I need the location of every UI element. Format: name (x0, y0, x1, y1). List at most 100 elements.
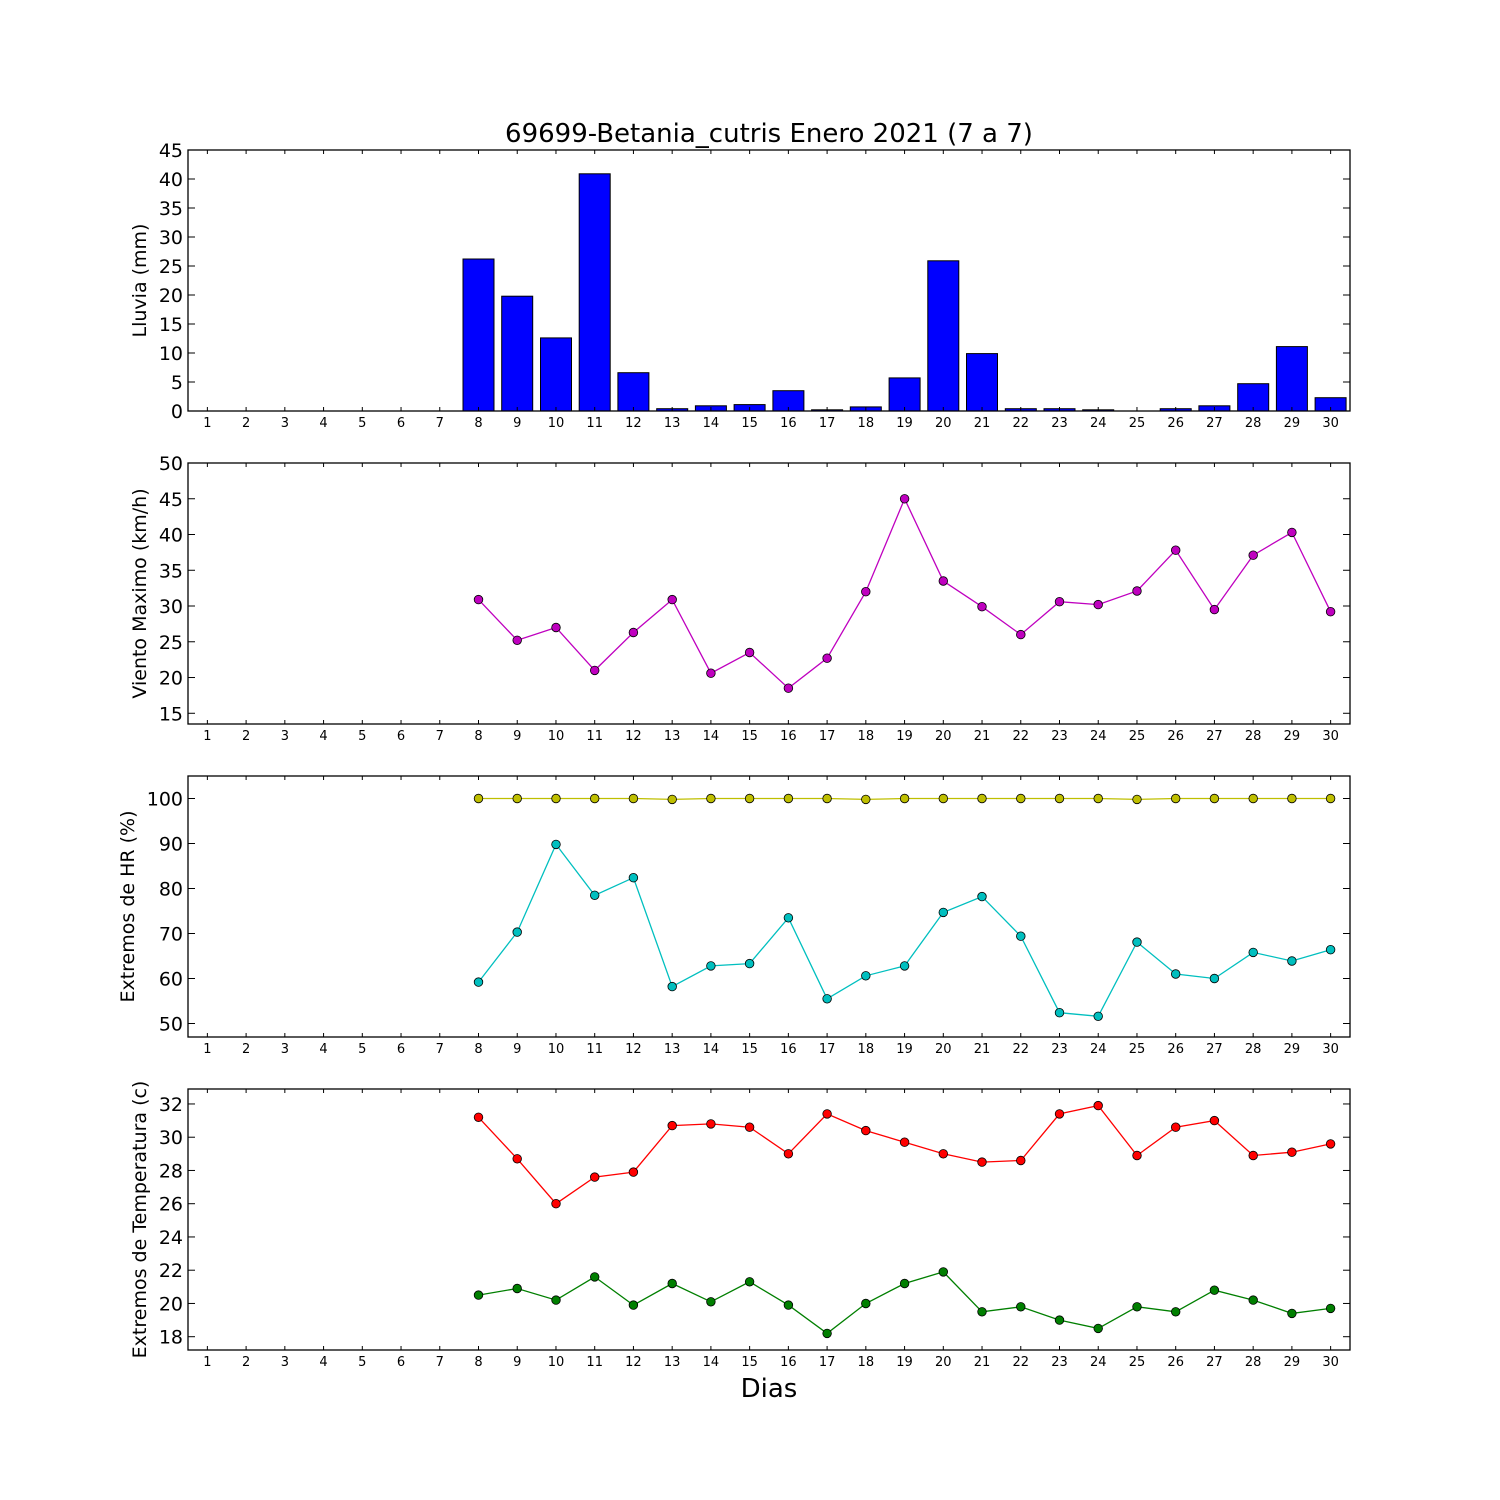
point-s1-day-10 (551, 622, 561, 633)
point-s1-day-17 (822, 653, 832, 663)
x-tick-label: 25 (1129, 729, 1146, 744)
plot-frame (187, 775, 1351, 1038)
x-tick-label: 8 (474, 416, 482, 431)
y-axis-label: Lluvia (mm) (129, 224, 151, 338)
x-tick-label: 15 (741, 729, 758, 744)
y-tick-label: 0 (171, 401, 183, 423)
x-tick-label: 1 (203, 729, 211, 744)
x-tick-label: 11 (586, 416, 603, 431)
point-s1-day-18 (861, 1125, 871, 1136)
x-tick-label: 27 (1206, 1355, 1223, 1370)
bar-day-11 (578, 173, 611, 412)
point-s2-day-13 (667, 981, 677, 992)
x-tick-label: 16 (780, 1355, 797, 1370)
point-s2-day-11 (590, 1272, 600, 1282)
point-s2-day-15 (744, 1277, 755, 1287)
bar-day-28 (1237, 383, 1270, 412)
point-s1-day-21 (977, 793, 987, 804)
x-tick-label: 29 (1284, 416, 1301, 431)
y-tick-label: 45 (159, 489, 183, 511)
point-s1-day-29 (1287, 527, 1297, 538)
x-tick-label: 9 (513, 1042, 521, 1057)
y-tick-label: 90 (159, 834, 183, 856)
point-s2-day-25 (1132, 937, 1142, 947)
x-tick-label: 10 (548, 1042, 565, 1057)
y-tick-label: 10 (159, 343, 183, 365)
point-s1-day-26 (1170, 793, 1181, 804)
x-tick-label: 21 (974, 1042, 991, 1057)
x-tick-label: 7 (436, 1355, 444, 1370)
x-tick-label: 30 (1322, 729, 1339, 744)
y-tick-label: 30 (159, 1127, 183, 1149)
x-tick-label: 28 (1245, 1355, 1262, 1370)
x-tick-label: 18 (858, 1042, 875, 1057)
point-s2-day-17 (822, 994, 832, 1004)
point-s1-day-28 (1248, 550, 1258, 560)
point-s2-day-19 (899, 961, 910, 971)
point-s2-day-22 (1016, 1302, 1026, 1312)
y-tick-label: 50 (159, 453, 183, 475)
panel-2: 1 2 3 4 5 6 7 8 9 10 11 12 13 14 15 16 17 18 19 20 21 22 23 24 2… (129, 453, 1351, 744)
point-s1-day-25 (1132, 794, 1142, 805)
x-tick-label: 30 (1322, 416, 1339, 431)
point-s2-day-20 (938, 907, 949, 918)
x-tick-label: 22 (1012, 416, 1029, 431)
x-tick-label: 6 (397, 729, 405, 744)
point-s2-day-30 (1325, 945, 1336, 955)
point-s2-day-21 (977, 1307, 987, 1317)
point-s1-day-19 (899, 793, 910, 804)
point-s1-day-11 (590, 665, 600, 676)
point-s1-day-13 (667, 1120, 677, 1131)
x-tick-label: 20 (935, 1042, 952, 1057)
point-s2-day-26 (1170, 969, 1181, 979)
point-s2-day-17 (822, 1328, 832, 1339)
point-s2-day-9 (512, 927, 522, 937)
y-tick-label: 20 (159, 668, 183, 690)
point-s1-day-22 (1016, 1155, 1026, 1166)
point-s1-day-11 (590, 793, 600, 804)
bar-day-12 (617, 372, 650, 412)
y-tick-label: 32 (159, 1094, 183, 1116)
point-s1-day-26 (1170, 1122, 1181, 1132)
x-tick-label: 19 (896, 416, 913, 431)
plot-frame (187, 1088, 1351, 1351)
x-tick-label: 28 (1245, 416, 1262, 431)
x-tick-label: 28 (1245, 1042, 1262, 1057)
x-tick-label: 2 (242, 1042, 250, 1057)
x-tick-label: 24 (1090, 729, 1107, 744)
point-s1-day-18 (861, 587, 871, 597)
point-s1-day-12 (628, 793, 639, 804)
point-s1-day-24 (1093, 1100, 1103, 1111)
x-tick-label: 24 (1090, 1355, 1107, 1370)
x-tick-label: 19 (896, 1355, 913, 1370)
x-tick-label: 26 (1167, 1042, 1184, 1057)
x-tick-label: 16 (780, 729, 797, 744)
x-tick-label: 25 (1129, 1042, 1146, 1057)
point-s1-day-30 (1325, 793, 1336, 804)
x-tick-label: 11 (586, 1042, 603, 1057)
x-tick-label: 10 (548, 729, 565, 744)
x-tick-label: 2 (242, 1355, 250, 1370)
x-tick-label: 6 (397, 1042, 405, 1057)
point-s2-day-13 (667, 1278, 677, 1289)
y-tick-label: 20 (159, 1293, 183, 1315)
x-tick-label: 15 (741, 416, 758, 431)
bar-day-19 (888, 377, 921, 412)
chart-panels: 1 2 3 4 5 6 7 8 9 10 11 12 13 14 15 16 17 18 19 20 21 22 23 24 2… (117, 140, 1351, 1370)
series-line-1 (478, 497, 1332, 690)
y-tick-label: 50 (159, 1014, 183, 1036)
x-tick-label: 22 (1012, 729, 1029, 744)
x-tick-label: 7 (436, 416, 444, 431)
x-tick-label: 5 (358, 1042, 366, 1057)
point-s2-day-9 (512, 1283, 522, 1294)
point-s1-day-16 (783, 1149, 794, 1159)
x-tick-label: 1 (203, 1355, 211, 1370)
point-s2-day-8 (473, 977, 484, 987)
x-tick-label: 18 (858, 729, 875, 744)
x-tick-label: 21 (974, 416, 991, 431)
x-tick-label: 30 (1322, 1355, 1339, 1370)
bar-day-21 (966, 353, 998, 412)
point-s1-day-17 (822, 793, 832, 804)
point-s1-day-28 (1248, 1150, 1258, 1161)
x-tick-label: 4 (319, 1355, 327, 1370)
